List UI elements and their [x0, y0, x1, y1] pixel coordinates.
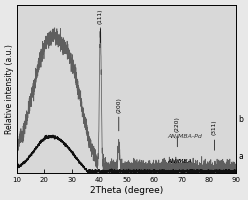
Text: (200): (200)	[116, 97, 121, 113]
Text: (111): (111)	[98, 9, 103, 24]
Text: b: b	[239, 115, 244, 124]
Text: AN/MBA: AN/MBA	[168, 159, 192, 164]
Text: (220): (220)	[175, 116, 180, 132]
Text: (311): (311)	[212, 120, 217, 135]
X-axis label: 2Theta (degree): 2Theta (degree)	[90, 186, 163, 195]
Text: AN/MBA-Pd: AN/MBA-Pd	[168, 134, 203, 139]
Text: a: a	[239, 152, 243, 161]
Y-axis label: Relative intensity (a.u.): Relative intensity (a.u.)	[5, 44, 14, 134]
